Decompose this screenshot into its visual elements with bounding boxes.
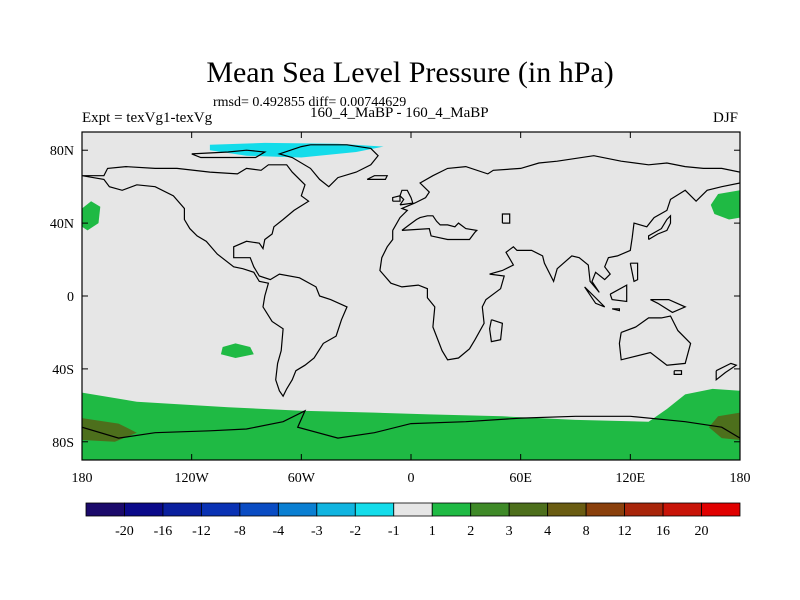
arctic-negative-anomaly (209, 142, 384, 158)
coastlines (82, 144, 740, 439)
coastline-7 (366, 175, 389, 180)
lon-tick-label: 60E (509, 471, 532, 486)
experiment-subtitle: 160_4_MaBP - 160_4_MaBP (310, 105, 489, 121)
colorbar-label: -2 (349, 524, 361, 539)
colorbar-swatch (547, 502, 587, 517)
coastline-16 (609, 284, 628, 303)
colorbar-label: -16 (154, 524, 173, 539)
colorbar-swatch (393, 502, 433, 517)
colorbar-label: -1 (388, 524, 400, 539)
southern-pacific-core (82, 418, 137, 442)
coastline-5 (399, 189, 414, 206)
colorbar-label: 3 (506, 524, 513, 539)
colorbar-label: -4 (273, 524, 285, 539)
lat-tick-label: 80N (50, 144, 74, 159)
colorbar-swatch (162, 502, 202, 517)
lat-tick-label: 40S (52, 363, 74, 378)
south-pacific-positive (220, 343, 254, 358)
lat-tick-label: 40N (50, 217, 74, 232)
colorbar-swatch (201, 502, 241, 517)
lon-tick-label: 120W (175, 471, 210, 486)
colorbar-swatch (585, 502, 625, 517)
north-pacific-east-positive (710, 190, 740, 220)
lon-tick-label: 180 (72, 471, 93, 486)
colorbar-label: -12 (192, 524, 211, 539)
colorbar-swatch (624, 502, 664, 517)
coastline-2 (191, 149, 267, 159)
experiment-label: Expt = texVg1-texVg (82, 110, 213, 126)
southern-ocean-positive (82, 388, 740, 460)
map-axes: 180 120W 60W 0 60E 120E 180 80N 40N 0 40S 80S (50, 132, 751, 486)
lat-tick-label: 0 (67, 290, 74, 305)
colorbar-label: 1 (429, 524, 436, 539)
coastline-18 (650, 299, 687, 314)
coastline-10 (673, 370, 683, 375)
coastline-0 (82, 164, 348, 398)
coastline-13 (648, 214, 672, 241)
season-label: DJF (713, 110, 739, 126)
coastline-11 (715, 362, 738, 382)
lon-tick-label: 0 (408, 471, 415, 486)
coastline-14 (584, 286, 606, 308)
colorbar-label: 8 (583, 524, 590, 539)
colorbar-label: -20 (115, 524, 134, 539)
colorbar-label: -3 (311, 524, 323, 539)
lon-tick-label: 60W (288, 471, 316, 486)
colorbar-swatch (431, 502, 472, 517)
colorbar-swatch (470, 502, 510, 517)
colorbar-label: 4 (544, 524, 551, 539)
colorbar-label: 16 (656, 524, 670, 539)
colorbar-swatch (701, 502, 741, 517)
colorbar-swatch (316, 502, 356, 517)
coastline-15 (611, 308, 620, 312)
lon-tick-label: 120E (616, 471, 646, 486)
coastline-6 (392, 195, 401, 202)
colorbar-swatch (662, 502, 702, 517)
colorbar-swatch (85, 502, 125, 517)
colorbar-swatch (239, 502, 279, 517)
colorbar-swatch (508, 502, 549, 517)
colorbar-label: -8 (234, 524, 246, 539)
colorbar-swatch (124, 502, 164, 517)
colorbar-label: 20 (695, 524, 709, 539)
coastline-3 (379, 155, 740, 361)
coastline-4 (401, 215, 479, 241)
coastline-8 (501, 213, 511, 224)
colorbar-swatch (277, 502, 318, 517)
colorbar: -20 -16 -12 -8 -4 -3 -2 -1 1 2 3 4 8 12 16 20 (85, 502, 741, 539)
colorbar-label: 12 (618, 524, 632, 539)
coastline-9 (618, 315, 692, 366)
coastline-1 (277, 144, 379, 188)
map-title: Mean Sea Level Pressure (in hPa) (206, 56, 614, 89)
stats-line: rmsd= 0.492855 diff= 0.00744629 (213, 95, 407, 110)
colorbar-swatch (354, 502, 395, 517)
coastline-19 (82, 409, 740, 439)
lat-tick-label: 80S (52, 436, 74, 451)
coastline-12 (488, 319, 504, 343)
lon-tick-label: 180 (730, 471, 751, 486)
colorbar-label: 2 (467, 524, 474, 539)
coastline-17 (629, 262, 639, 283)
